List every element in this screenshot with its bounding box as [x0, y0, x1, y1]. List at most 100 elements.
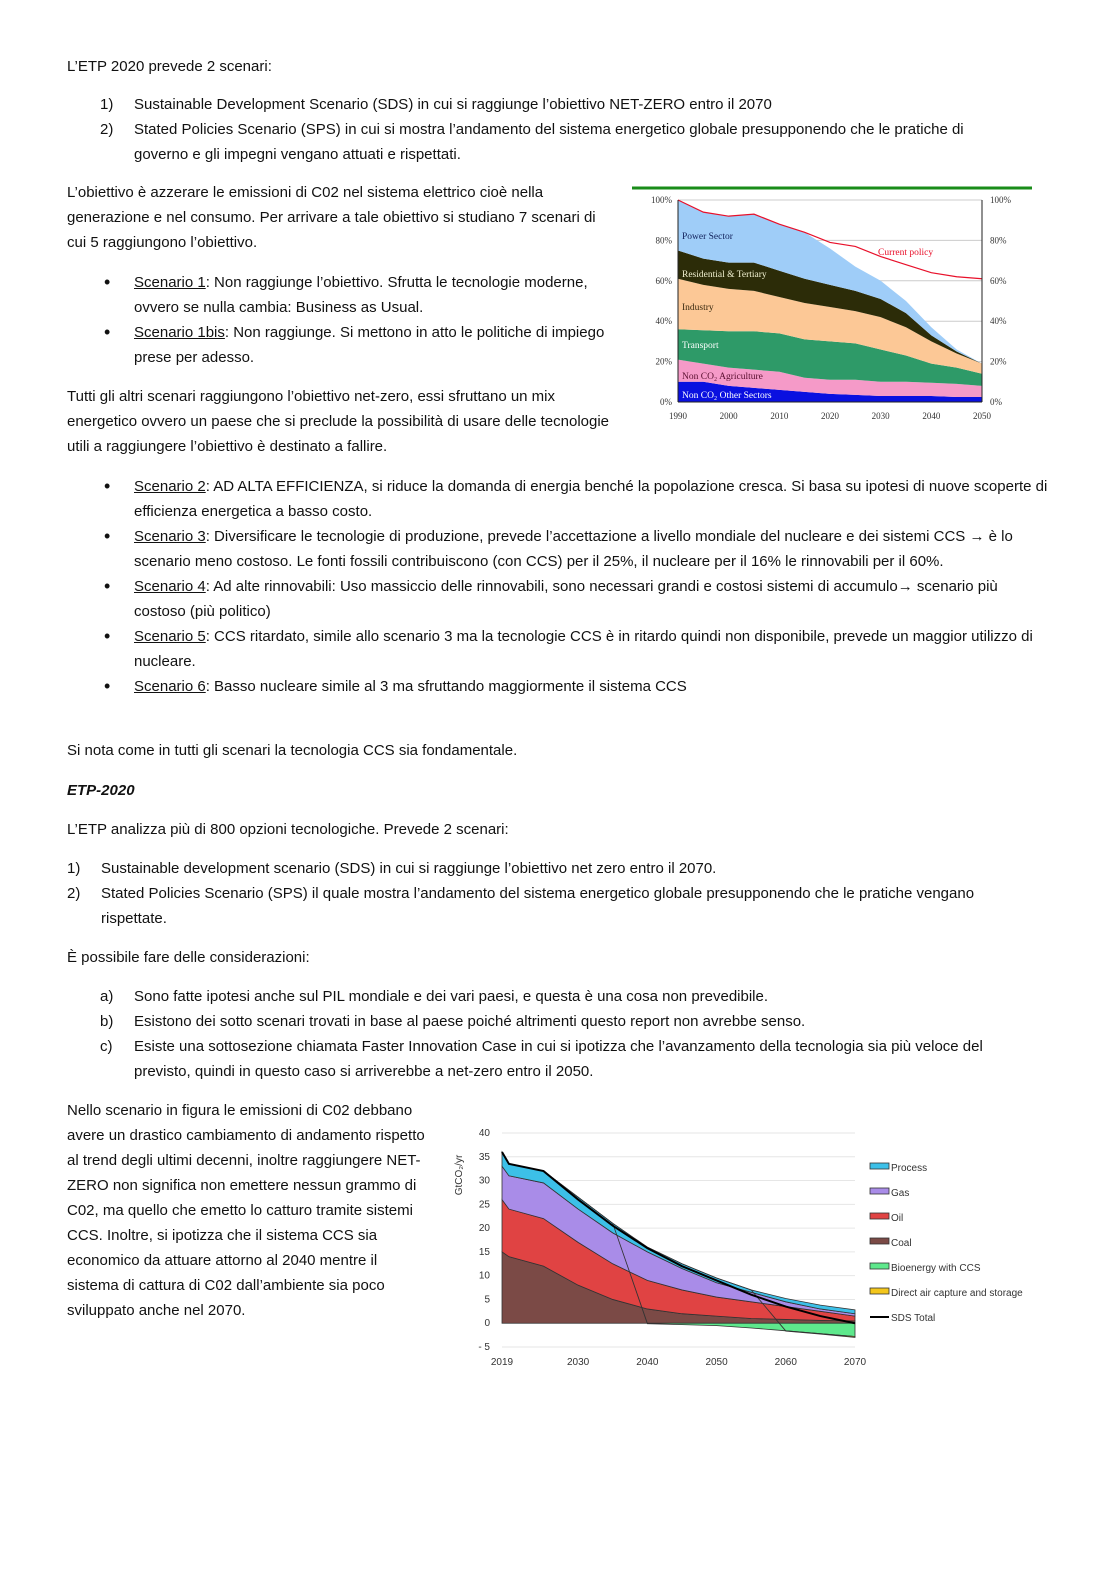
x-tick-label: 2030: [567, 1357, 590, 1368]
list-text: : Diversificare le tecnologie di produzi…: [134, 528, 1013, 570]
paragraph-figure: Nello scenario in figura le emissioni di…: [67, 1102, 425, 1319]
area-non-co-agriculture: [678, 359, 982, 397]
paragraph-ccs: Si nota come in tutti gli scenari la tec…: [67, 742, 518, 759]
y-tick-label: 40%: [656, 316, 673, 326]
list-item: • Scenario 6: Basso nucleare simile al 3 …: [67, 674, 1052, 699]
list-item: 2) Stated Policies Scenario (SPS) il qual…: [34, 881, 1034, 931]
legend-swatch: [869, 1162, 890, 1170]
list-text: Stated Policies Scenario (SPS) il quale …: [101, 885, 975, 927]
scenario-label: Scenario 5: [134, 628, 206, 645]
list-text: : Non raggiunge. Si mettono in atto le p…: [134, 324, 605, 366]
list-marker: b): [100, 1013, 114, 1030]
legend-label: Bioenergy with CCS: [891, 1263, 981, 1274]
area-non-co-other-sectors: [678, 381, 982, 402]
scenario-label: Scenario 4: [134, 578, 206, 595]
list-text: Esistono dei sotto scenari trovati in ba…: [134, 1013, 806, 1030]
area-transport: [678, 329, 982, 386]
x-tick-label: 2040: [636, 1357, 659, 1368]
legend-label: Coal: [891, 1238, 912, 1249]
legend-swatch: [869, 1262, 890, 1270]
legend-label: Process: [891, 1163, 927, 1174]
list-marker: •: [104, 526, 111, 546]
line-current-policy: [677, 199, 983, 280]
list-text: : Ad alte rinnovabili: Uso massiccio del…: [134, 578, 998, 620]
list-item: 1) Sustainable Development Scenario (SDS)…: [67, 92, 987, 117]
list-marker: •: [104, 476, 111, 496]
list-text: Sono fatte ipotesi anche sul PIL mondial…: [134, 988, 769, 1005]
y-tick-label: 10: [479, 1271, 491, 1282]
list-text: Sustainable Development Scenario (SDS) i…: [134, 96, 772, 113]
y-tick-label: 20%: [656, 357, 673, 367]
list-marker: •: [104, 576, 111, 596]
y-tick-label: 25: [479, 1199, 491, 1210]
list-text: : Non raggiunge l’obiettivo. Sfrutta le …: [134, 274, 588, 316]
scenario-label: Scenario 1bis: [134, 324, 225, 341]
legend-label: Oil: [891, 1213, 903, 1224]
y-tick-label: 100%: [651, 195, 673, 205]
y-tick-label: - 5: [478, 1342, 490, 1353]
list-marker: 1): [67, 860, 81, 877]
list-marker: 2): [67, 885, 81, 902]
x-tick-label: 1990: [669, 411, 688, 421]
legend-swatch: [869, 1237, 890, 1245]
list-item: b) Esistono dei sotto scenari trovati in …: [67, 1009, 1027, 1034]
paragraph-objective: L’obiettivo è azzerare le emissioni di C…: [67, 184, 596, 251]
series-label: Non CO₂ Agriculture: [682, 372, 763, 382]
x-tick-label: 2060: [775, 1357, 798, 1368]
x-tick-label: 2040: [922, 411, 941, 421]
scenario-list-2: 1) Sustainable development scenario (SDS)…: [34, 856, 1034, 931]
list-text: Stated Policies Scenario (SPS) in cui si…: [134, 121, 964, 163]
intro-text: L’ETP 2020 prevede 2 scenari:: [67, 58, 272, 75]
x-tick-label: 2050: [973, 411, 992, 421]
area-industry: [678, 278, 982, 374]
list-item: 2) Stated Policies Scenario (SPS) in cui …: [67, 117, 987, 167]
list-text: : Basso nucleare simile al 3 ma sfruttan…: [205, 678, 687, 695]
y-tick-label: 60%: [656, 276, 673, 286]
co2-emissions-chart: - 5 0 5 10 15 20 25 30 35 40 2019 2030 2040 2050 2060 2…: [454, 1128, 1023, 1368]
legend-label: Gas: [891, 1188, 909, 1199]
x-tick-label: 2020: [821, 411, 840, 421]
list-marker: c): [100, 1038, 113, 1055]
list-text: Esiste una sottosezione chiamata Faster …: [134, 1038, 983, 1080]
scenario-label: Scenario 3: [134, 528, 206, 545]
paragraph-considerations: È possibile fare delle considerazioni:: [67, 949, 310, 966]
x-tick-label: 2010: [770, 411, 789, 421]
list-marker: a): [100, 988, 114, 1005]
line-label: Current policy: [878, 248, 933, 258]
list-marker: •: [104, 322, 111, 342]
y-tick-label: 35: [479, 1152, 491, 1163]
y-tick-label: 15: [479, 1247, 491, 1258]
legend-label: SDS Total: [891, 1313, 935, 1324]
legend-swatch: [869, 1287, 890, 1295]
y-tick-label: 20: [479, 1223, 491, 1234]
section-heading: ETP-2020: [67, 782, 135, 799]
legend-swatch: [869, 1212, 890, 1220]
y-tick-label: 5: [484, 1294, 490, 1305]
bullet-list-2: • Scenario 2: AD ALTA EFFICIENZA, si ridu…: [67, 474, 1052, 699]
area-power-sector: [678, 200, 982, 364]
series-label: Non CO₂ Other Sectors: [682, 391, 772, 401]
area-direct-air-capture-and-storage: [501, 1151, 856, 1338]
y-tick-label-right: 80%: [990, 235, 1007, 245]
legend-swatch: [869, 1187, 890, 1195]
x-tick-label: 2050: [705, 1357, 728, 1368]
x-tick-label: 2070: [844, 1357, 867, 1368]
series-label: Power Sector: [682, 232, 734, 242]
list-text: : CCS ritardato, simile allo scenario 3 …: [134, 628, 1033, 670]
list-item: 1) Sustainable development scenario (SDS)…: [34, 856, 1034, 881]
y-tick-label: 0%: [660, 397, 673, 407]
list-marker: •: [104, 676, 111, 696]
x-tick-label: 2000: [720, 411, 739, 421]
x-tick-label: 2019: [491, 1357, 514, 1368]
list-item: • Scenario 4: Ad alte rinnovabili: Uso ma…: [67, 574, 1052, 624]
y-tick-label: 80%: [656, 235, 673, 245]
list-text: : AD ALTA EFFICIENZA, si riduce la doman…: [134, 478, 1048, 520]
list-text: Sustainable development scenario (SDS) i…: [101, 860, 717, 877]
list-item: • Scenario 3: Diversificare le tecnologie…: [67, 524, 1052, 574]
y-tick-label-right: 20%: [990, 357, 1007, 367]
scenario-label: Scenario 2: [134, 478, 206, 495]
list-item: • Scenario 1: Non raggiunge l’obiettivo. …: [67, 270, 612, 320]
area-residential-tertiary: [678, 250, 982, 364]
list-item: • Scenario 5: CCS ritardato, simile allo …: [67, 624, 1052, 674]
